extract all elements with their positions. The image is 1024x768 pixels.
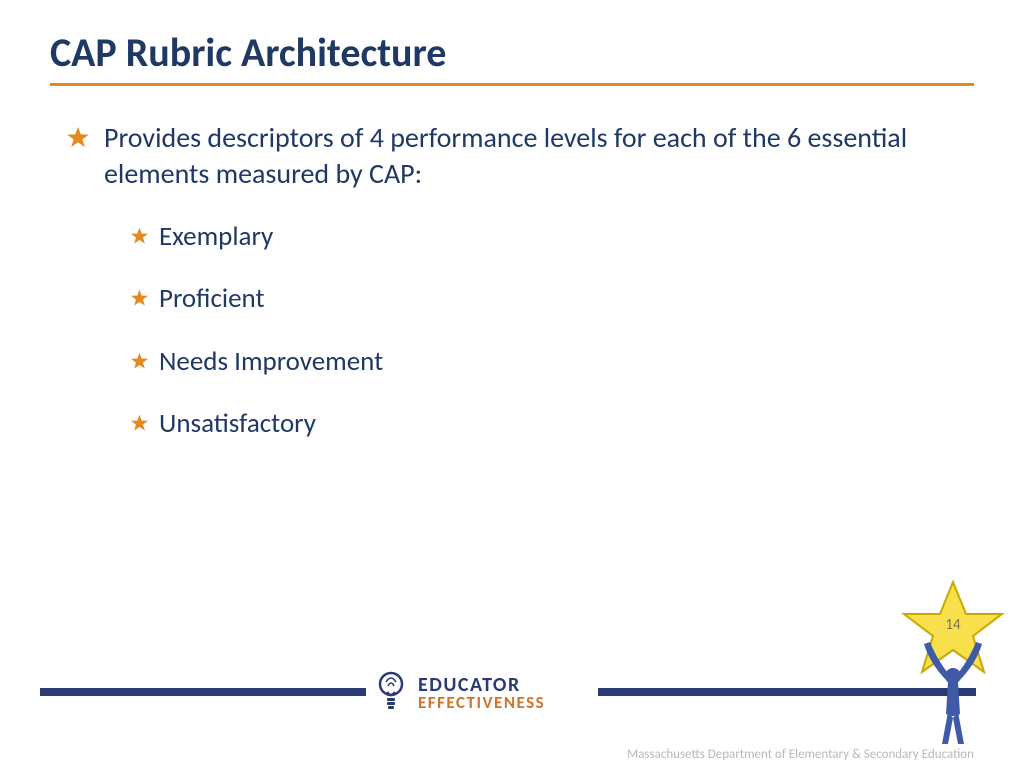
level-label: Unsatisfactory [159,408,316,440]
logo-line2: EFFECTIVENESS [418,695,545,711]
level-label: Needs Improvement [159,346,383,378]
content-area: Provides descriptors of 4 performance le… [50,120,974,440]
star-icon [130,227,149,251]
footer-bar-left [40,688,366,696]
main-bullet-row: Provides descriptors of 4 performance le… [66,120,974,193]
main-bullet-text: Provides descriptors of 4 performance le… [104,120,974,193]
star-icon [66,126,90,155]
level-label: Exemplary [159,221,273,253]
logo: EDUCATOR EFFECTIVENESS [374,668,545,719]
level-item: Exemplary [130,221,974,253]
page-number: 14 [898,616,1008,634]
level-item: Unsatisfactory [130,408,974,440]
figure-star-icon [898,578,1008,748]
star-icon [130,414,149,438]
lightbulb-icon [374,668,408,719]
level-label: Proficient [159,283,264,315]
department-text: Massachusetts Department of Elementary &… [627,747,974,762]
title-underline [50,83,974,86]
level-list: Exemplary Proficient Needs Improvement U… [66,221,974,441]
level-item: Proficient [130,283,974,315]
level-item: Needs Improvement [130,346,974,378]
footer: EDUCATOR EFFECTIVENESS [0,676,1024,736]
page-number-graphic: 14 [898,578,1008,748]
slide-title: CAP Rubric Architecture [50,28,974,83]
slide: CAP Rubric Architecture Provides descrip… [0,0,1024,768]
star-icon [130,352,149,376]
star-icon [130,289,149,313]
logo-text: EDUCATOR EFFECTIVENESS [418,676,545,711]
